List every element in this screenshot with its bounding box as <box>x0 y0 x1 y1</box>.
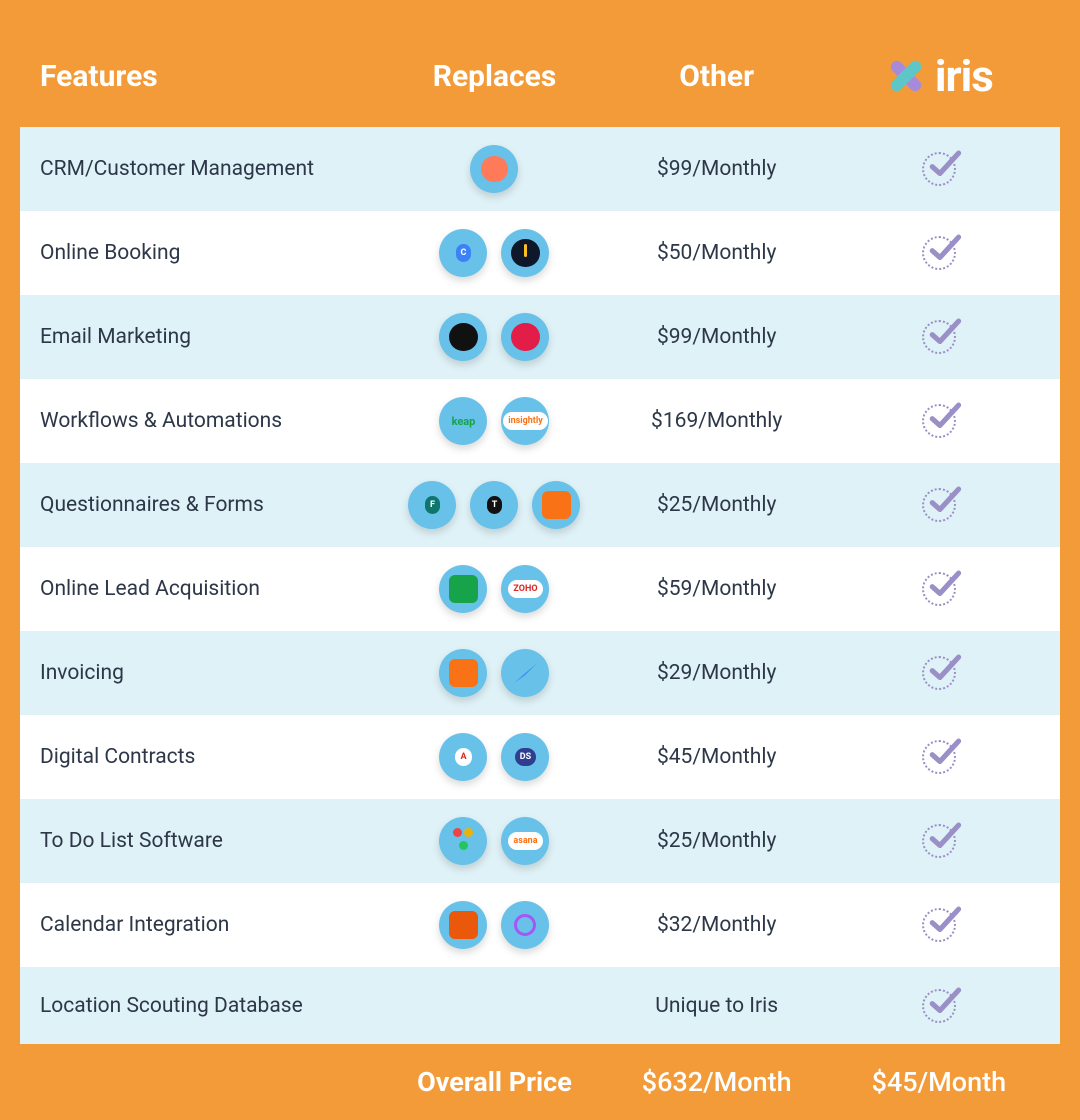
leadpages-icon <box>439 565 487 613</box>
brand-logo: iris <box>828 50 1050 102</box>
price-cell: $59/Monthly <box>606 577 828 601</box>
feature-name: To Do List Software <box>40 829 383 853</box>
zoho-icon: ZOHO <box>501 565 549 613</box>
typeform-icon: T <box>470 481 518 529</box>
feature-name: Invoicing <box>40 661 383 685</box>
header-row: Features Replaces Other iris <box>20 30 1060 127</box>
table-row: Calendar Integration $32/Monthly <box>20 883 1060 967</box>
docusign-icon: DS <box>501 733 549 781</box>
feature-name: Digital Contracts <box>40 745 383 769</box>
monday-icon <box>439 817 487 865</box>
replaces-cell: ZOHO <box>383 565 605 613</box>
table-row: Email Marketing $99/Monthly <box>20 295 1060 379</box>
checkmark-icon <box>922 572 956 606</box>
feature-name: Location Scouting Database <box>40 994 383 1018</box>
brand-name: iris <box>935 50 993 102</box>
feature-name: Online Booking <box>40 241 383 265</box>
invoiceplane-icon <box>501 649 549 697</box>
asana-icon: asana <box>501 817 549 865</box>
checkmark-icon <box>922 824 956 858</box>
cal1-icon <box>439 901 487 949</box>
checkmark-icon <box>922 989 956 1023</box>
price-cell: $29/Monthly <box>606 661 828 685</box>
feature-name: Workflows & Automations <box>40 409 383 433</box>
checkmark-icon <box>922 740 956 774</box>
footer-label: Overall Price <box>383 1066 605 1098</box>
checkmark-icon <box>922 908 956 942</box>
keap-icon: keap <box>439 397 487 445</box>
replaces-cell: C <box>383 229 605 277</box>
iris-check-cell <box>828 656 1050 690</box>
table-row: Invoicing $29/Monthly <box>20 631 1060 715</box>
mailchimp-icon <box>439 313 487 361</box>
price-cell: $32/Monthly <box>606 913 828 937</box>
price-cell: $99/Monthly <box>606 157 828 181</box>
checkmark-icon <box>922 320 956 354</box>
replaces-cell <box>383 901 605 949</box>
jotform-icon <box>532 481 580 529</box>
price-cell: $169/Monthly <box>606 409 828 433</box>
feature-name: Email Marketing <box>40 325 383 349</box>
footer-other-total: $632/Month <box>606 1066 828 1098</box>
price-cell: $45/Monthly <box>606 745 828 769</box>
replaces-cell <box>383 145 605 193</box>
table-row: Digital Contracts A DS $45/Monthly <box>20 715 1060 799</box>
replaces-cell: keap insightly <box>383 397 605 445</box>
table-row: CRM/Customer Management $99/Monthly <box>20 127 1060 211</box>
price-cell: $50/Monthly <box>606 241 828 265</box>
replaces-cell <box>383 313 605 361</box>
replaces-cell: asana <box>383 817 605 865</box>
adobe-icon: A <box>439 733 487 781</box>
header-other: Other <box>606 59 828 94</box>
invoice2go-icon <box>439 649 487 697</box>
table-row: To Do List Software asana $25/Monthly <box>20 799 1060 883</box>
footer-row: Overall Price $632/Month $45/Month <box>20 1044 1060 1120</box>
msforms-icon: F <box>408 481 456 529</box>
calendly-icon: C <box>439 229 487 277</box>
iris-check-cell <box>828 152 1050 186</box>
iris-check-cell <box>828 740 1050 774</box>
price-cell: $25/Monthly <box>606 493 828 517</box>
iris-check-cell <box>828 404 1050 438</box>
insightly-icon: insightly <box>501 397 549 445</box>
checkmark-icon <box>922 236 956 270</box>
price-cell: $25/Monthly <box>606 829 828 853</box>
replaces-cell: A DS <box>383 733 605 781</box>
table-row: Workflows & Automations keap insightly $169… <box>20 379 1060 463</box>
replaces-cell <box>383 649 605 697</box>
acuity-icon <box>501 229 549 277</box>
feature-name: Online Lead Acquisition <box>40 577 383 601</box>
header-features: Features <box>40 59 383 94</box>
footer-iris-total: $45/Month <box>828 1066 1050 1098</box>
flodesk-icon <box>501 313 549 361</box>
iris-check-cell <box>828 824 1050 858</box>
table-row: Online Booking C $50/Monthly <box>20 211 1060 295</box>
checkmark-icon <box>922 488 956 522</box>
price-cell: $99/Monthly <box>606 325 828 349</box>
checkmark-icon <box>922 404 956 438</box>
iris-check-cell <box>828 572 1050 606</box>
iris-check-cell <box>828 320 1050 354</box>
feature-name: Questionnaires & Forms <box>40 493 383 517</box>
feature-name: Calendar Integration <box>40 913 383 937</box>
iris-check-cell <box>828 989 1050 1023</box>
table-row: Location Scouting Database Unique to Iris <box>20 967 1060 1044</box>
iris-check-cell <box>828 488 1050 522</box>
feature-name: CRM/Customer Management <box>40 157 383 181</box>
cal2-icon <box>501 901 549 949</box>
replaces-cell: FT <box>383 481 605 529</box>
table-row: Questionnaires & FormsFT$25/Monthly <box>20 463 1060 547</box>
checkmark-icon <box>922 656 956 690</box>
checkmark-icon <box>922 152 956 186</box>
header-replaces: Replaces <box>383 59 605 94</box>
comparison-table: Features Replaces Other iris CRM/Custome… <box>20 30 1060 1120</box>
iris-check-cell <box>828 236 1050 270</box>
logo-mark-icon <box>885 55 927 97</box>
price-cell: Unique to Iris <box>606 994 828 1018</box>
hubspot-icon <box>470 145 518 193</box>
iris-check-cell <box>828 908 1050 942</box>
table-row: Online Lead Acquisition ZOHO $59/Monthly <box>20 547 1060 631</box>
